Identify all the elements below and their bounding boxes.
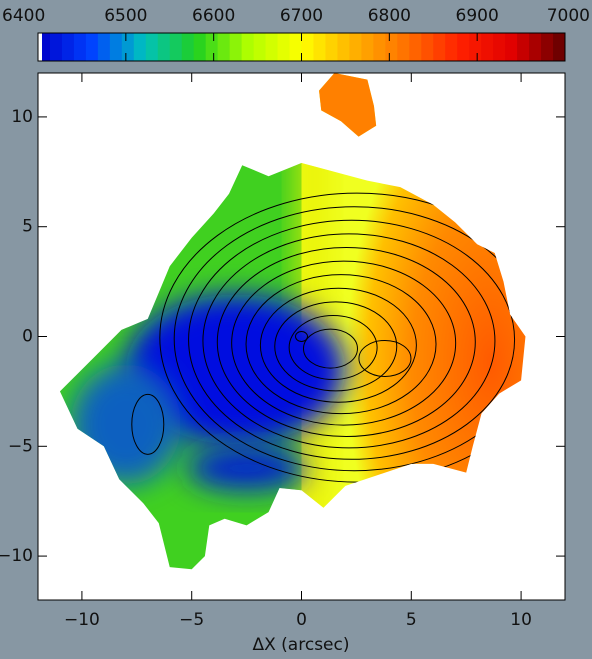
contour <box>274 301 398 392</box>
contour <box>231 260 457 426</box>
colorbar-step <box>337 33 350 61</box>
colorbar-step <box>325 33 338 61</box>
colorbar-step <box>193 33 207 61</box>
colorbar-step <box>265 33 279 61</box>
colorbar-step <box>169 33 183 61</box>
colorbar-step <box>145 33 159 61</box>
contour <box>245 274 437 415</box>
y-tick-label: −5 <box>8 436 33 456</box>
colorbar-step <box>397 33 410 61</box>
x-tick-label: 10 <box>510 610 532 630</box>
colorbar-step <box>313 33 326 61</box>
field-blue-core <box>125 294 346 445</box>
colorbar-step <box>373 33 386 61</box>
colorbar-step <box>121 33 135 61</box>
x-tick-label: −5 <box>179 610 204 630</box>
colorbar-step <box>421 33 434 61</box>
contour <box>259 287 417 403</box>
x-tick-label: 5 <box>406 610 417 630</box>
colorbar-step <box>409 33 422 61</box>
contour <box>288 314 378 380</box>
colorbar-step <box>277 33 291 61</box>
colorbar-step <box>493 33 506 61</box>
y-tick-label: 5 <box>22 217 33 237</box>
colorbar-tick-label: 6800 <box>368 6 411 26</box>
colorbar-step <box>133 33 147 61</box>
contour <box>216 246 476 437</box>
colorbar-step <box>289 33 302 61</box>
colorbar-step <box>229 33 243 61</box>
contour <box>358 339 412 377</box>
colorbar-step <box>505 33 518 61</box>
colorbar-step <box>541 33 554 61</box>
colorbar-step <box>181 33 195 61</box>
colorbar-step <box>301 33 314 61</box>
colorbar-step <box>241 33 255 61</box>
colorbar-tick-label: 6600 <box>192 6 235 26</box>
x-tick-label: −10 <box>64 610 100 630</box>
colorbar-tick-label: 6900 <box>456 6 499 26</box>
colorbar-step <box>205 33 219 61</box>
field-blue-low <box>186 446 307 491</box>
colorbar-step <box>553 33 566 61</box>
contour <box>131 393 165 455</box>
colorbar-step <box>73 33 87 61</box>
colorbar-step <box>109 33 123 61</box>
colorbar-step <box>217 33 231 61</box>
colorbar-step <box>457 33 470 61</box>
colorbar-tick-label: 6700 <box>280 6 323 26</box>
x-tick-label: 0 <box>296 610 307 630</box>
colorbar-step <box>157 33 171 61</box>
colorbar-step <box>481 33 494 61</box>
colorbar-step <box>85 33 99 61</box>
y-tick-label: −10 <box>0 546 33 566</box>
colorbar-edge <box>38 33 42 61</box>
colorbar-step <box>253 33 267 61</box>
colorbar-tick-label: 6500 <box>104 6 147 26</box>
colorbar-step <box>97 33 111 61</box>
colorbar-step <box>433 33 446 61</box>
colorbar-step <box>49 33 63 61</box>
colorbar-step <box>361 33 374 61</box>
colorbar-step <box>529 33 542 61</box>
y-tick-label: 0 <box>22 327 33 347</box>
y-tick-label: 10 <box>11 107 33 127</box>
contour <box>295 331 308 342</box>
contour <box>302 328 358 369</box>
colorbar-step <box>349 33 362 61</box>
x-axis-label: ΔX (arcsec) <box>253 635 350 655</box>
contour <box>173 206 526 472</box>
colorbar-step <box>385 33 398 61</box>
colorbar-step <box>61 33 75 61</box>
contour <box>188 219 516 460</box>
colorbar-step <box>517 33 530 61</box>
contour <box>202 233 496 449</box>
colorbar-step <box>469 33 482 61</box>
colorbar-tick-label: 6400 <box>2 6 45 26</box>
colorbar-tick-label: 7000 <box>547 6 590 26</box>
colorbar-step <box>445 33 458 61</box>
